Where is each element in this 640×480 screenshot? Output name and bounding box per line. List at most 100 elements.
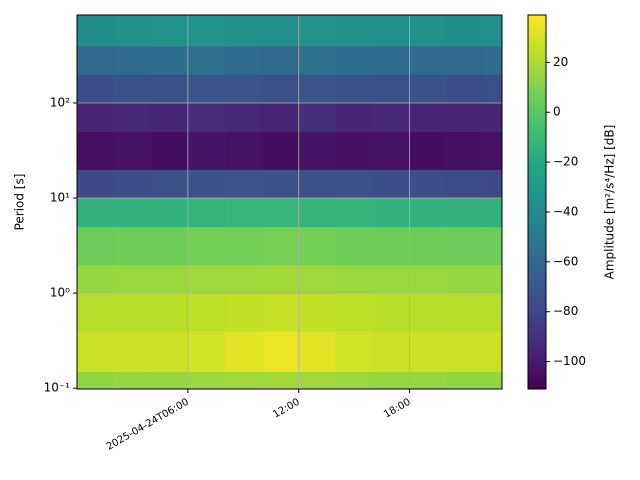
cell xyxy=(187,371,226,390)
cell xyxy=(483,371,503,390)
colorbar-tick-label: −80 xyxy=(553,304,578,318)
cell xyxy=(372,45,411,75)
cell xyxy=(335,198,374,228)
cell xyxy=(298,226,337,265)
cell xyxy=(446,103,485,133)
cell xyxy=(150,15,189,47)
cell xyxy=(224,264,263,294)
cell xyxy=(113,371,152,390)
cell xyxy=(446,15,485,47)
cell xyxy=(150,330,189,372)
cell xyxy=(261,264,300,294)
cell xyxy=(261,45,300,75)
x-tick-label: 18:00 xyxy=(382,397,412,421)
cell xyxy=(187,131,226,170)
cell xyxy=(77,15,115,47)
cell xyxy=(150,226,189,265)
cell xyxy=(483,169,503,199)
cell xyxy=(261,226,300,265)
cell xyxy=(113,264,152,294)
colorbar-label: Amplitude [m²/s⁴/Hz] [dB] xyxy=(603,125,617,280)
cell xyxy=(483,45,503,75)
x-tick-label: 2025-04-24T06:00 xyxy=(105,397,191,453)
cell xyxy=(446,131,485,170)
cell xyxy=(446,264,485,294)
cell xyxy=(372,226,411,265)
cell xyxy=(224,74,263,104)
colorbar-tick-label: 20 xyxy=(553,55,568,69)
cell xyxy=(298,264,337,294)
cell xyxy=(187,226,226,265)
cell xyxy=(298,45,337,75)
colorbar-tick-label: −60 xyxy=(553,254,578,268)
cell xyxy=(77,74,115,104)
cell xyxy=(187,169,226,199)
cell xyxy=(298,330,337,372)
cell xyxy=(298,15,337,47)
cell xyxy=(335,330,374,372)
cell xyxy=(409,371,448,390)
cell xyxy=(372,371,411,390)
cell xyxy=(150,169,189,199)
cell xyxy=(483,293,503,332)
cell xyxy=(372,264,411,294)
cell xyxy=(77,330,115,372)
cell xyxy=(335,131,374,170)
cell xyxy=(224,198,263,228)
cell xyxy=(335,226,374,265)
cell xyxy=(409,198,448,228)
cell xyxy=(224,15,263,47)
cell xyxy=(446,293,485,332)
y-tick-label: 10⁰ xyxy=(50,286,70,300)
plot-frame xyxy=(76,14,503,390)
cell xyxy=(483,226,503,265)
cell xyxy=(372,169,411,199)
cell xyxy=(224,45,263,75)
cell xyxy=(187,264,226,294)
cell xyxy=(187,330,226,372)
cell xyxy=(409,330,448,372)
cell xyxy=(335,45,374,75)
cell xyxy=(372,330,411,372)
cell xyxy=(446,74,485,104)
cell xyxy=(409,169,448,199)
cell xyxy=(409,15,448,47)
cell xyxy=(372,293,411,332)
cell xyxy=(298,371,337,390)
cell xyxy=(298,198,337,228)
cell xyxy=(372,103,411,133)
cell xyxy=(446,330,485,372)
cell xyxy=(261,293,300,332)
cell xyxy=(298,103,337,133)
cell xyxy=(335,264,374,294)
y-tick-label: 10⁻¹ xyxy=(44,381,71,395)
cell xyxy=(77,103,115,133)
cell xyxy=(372,15,411,47)
cell xyxy=(409,103,448,133)
cell xyxy=(372,74,411,104)
cell xyxy=(187,15,226,47)
cell xyxy=(372,131,411,170)
cell xyxy=(261,131,300,170)
cell xyxy=(77,45,115,75)
cell xyxy=(224,226,263,265)
cell xyxy=(372,198,411,228)
cell xyxy=(187,74,226,104)
cell xyxy=(113,45,152,75)
cell xyxy=(224,371,263,390)
cell xyxy=(150,198,189,228)
cell xyxy=(150,264,189,294)
colorbar-tick-label: −20 xyxy=(553,155,578,169)
cell xyxy=(77,293,115,332)
cell xyxy=(446,198,485,228)
cell xyxy=(335,169,374,199)
cell xyxy=(261,198,300,228)
colorbar-tick-label: −100 xyxy=(553,354,586,368)
cell xyxy=(113,226,152,265)
cell xyxy=(409,264,448,294)
cell xyxy=(335,103,374,133)
cell xyxy=(187,198,226,228)
cell xyxy=(187,103,226,133)
cell xyxy=(298,293,337,332)
